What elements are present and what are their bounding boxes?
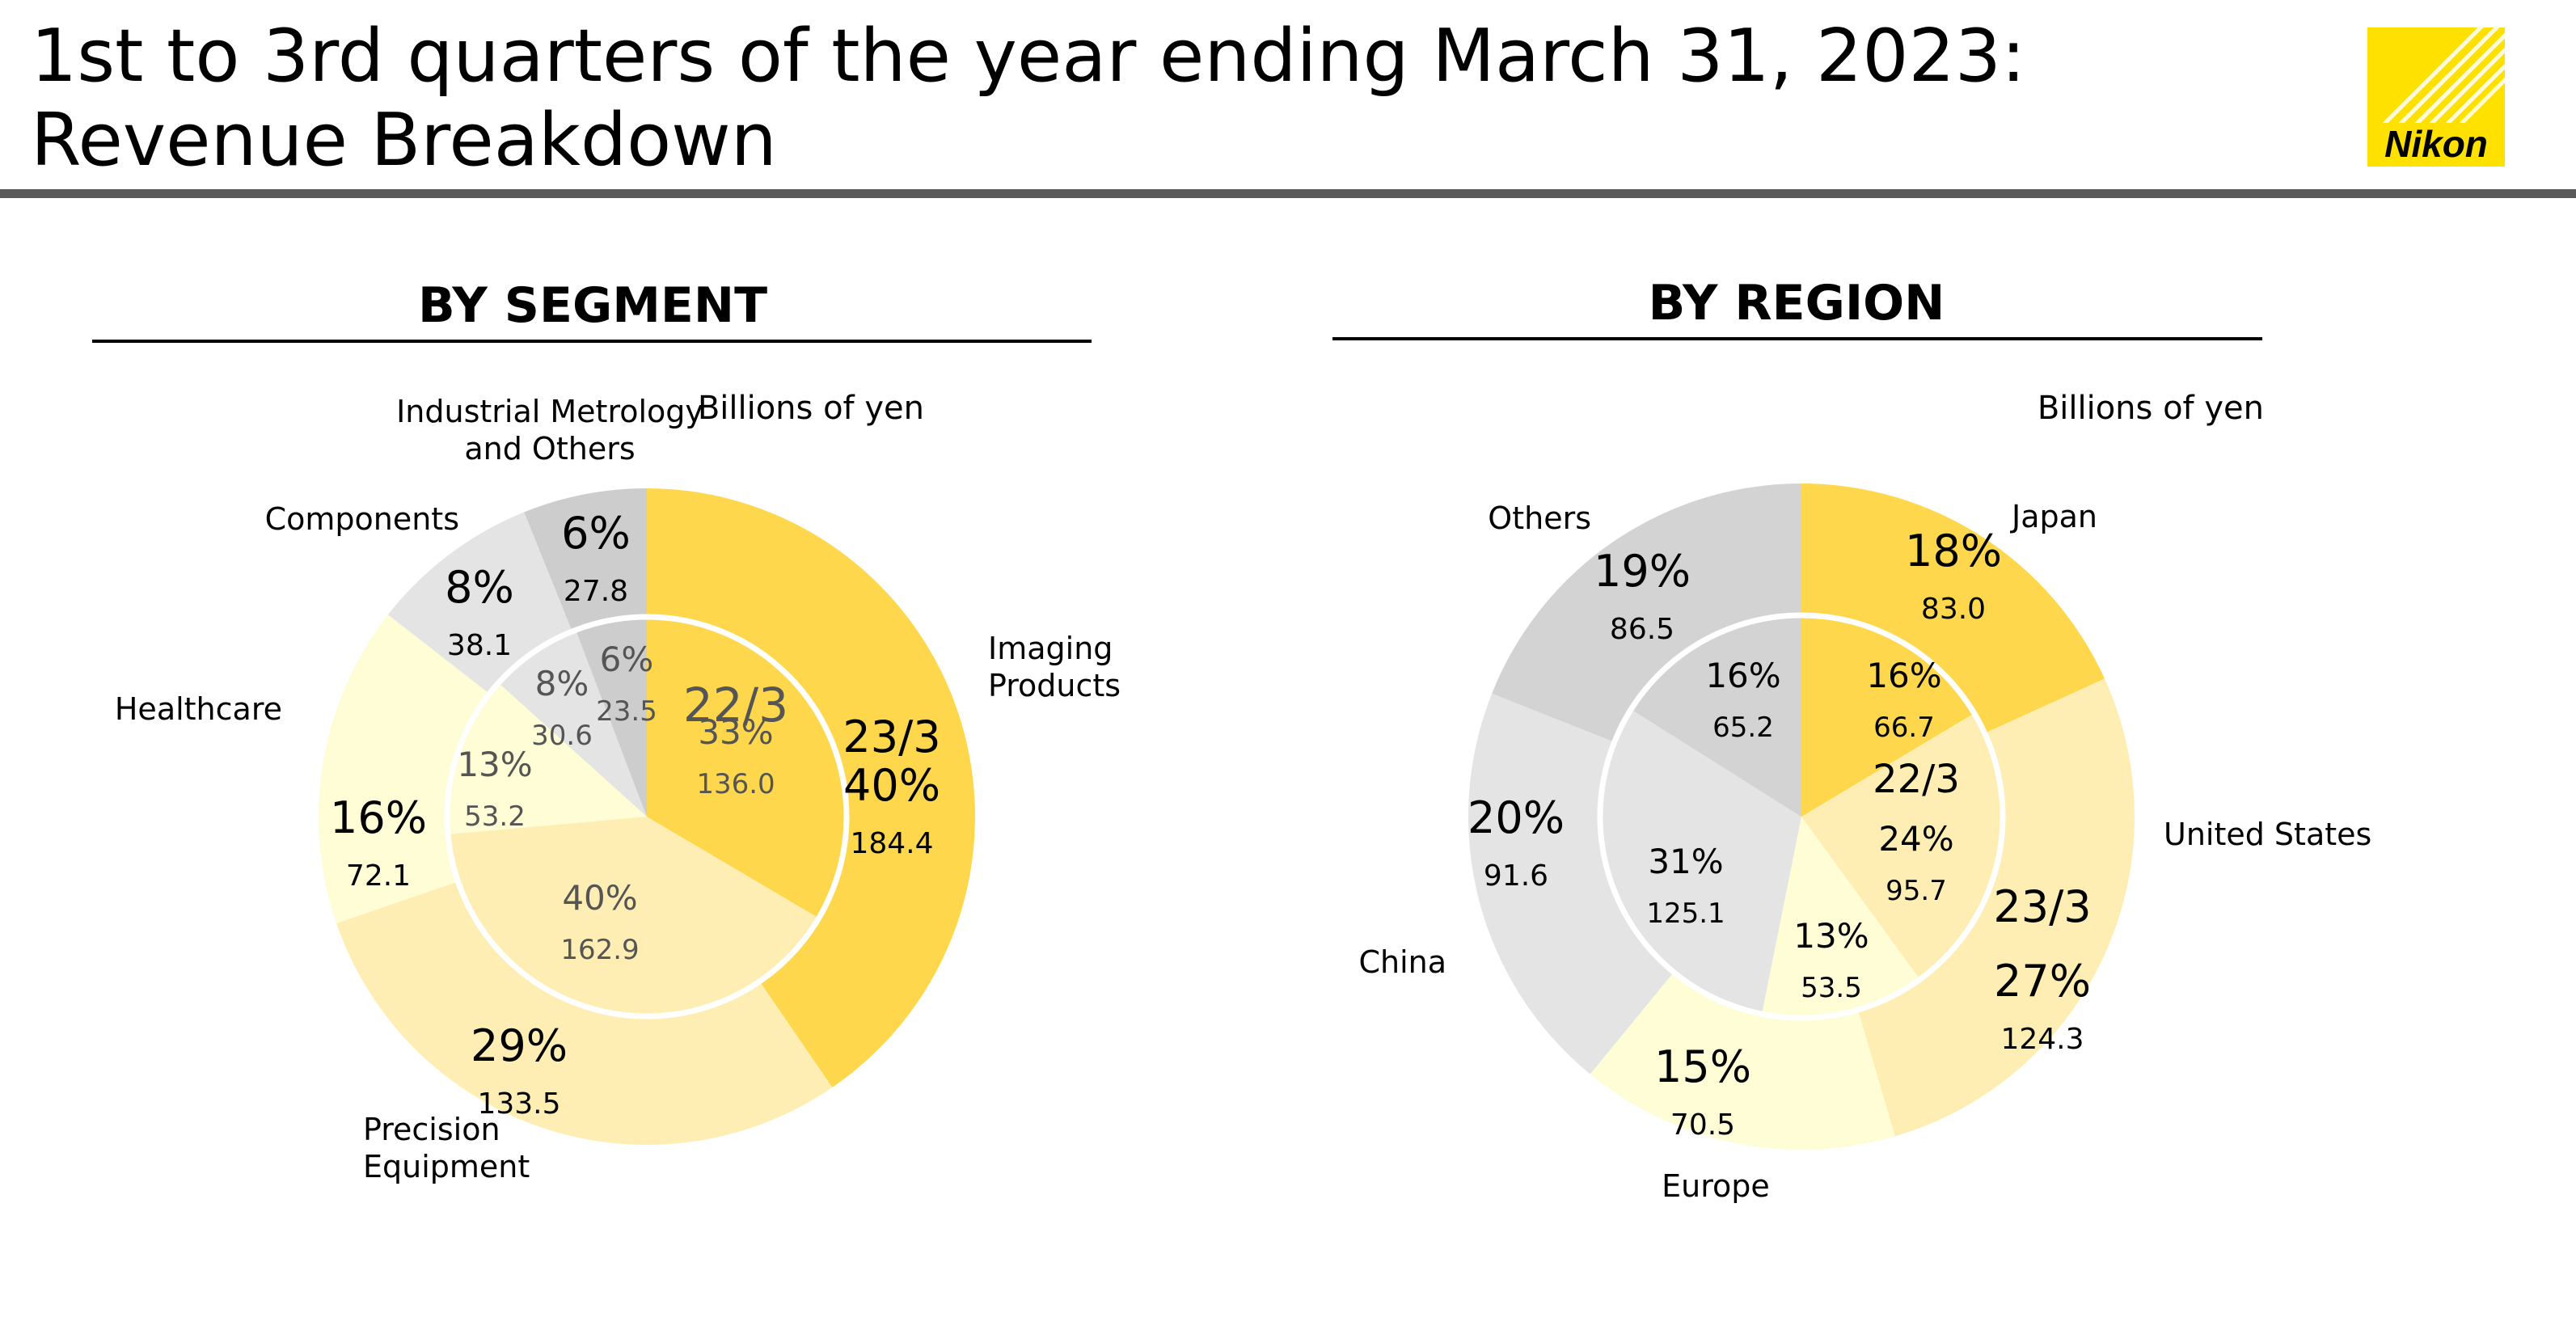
page-title-line-1: 1st to 3rd quarters of the year ending M…	[31, 14, 2026, 99]
by-region-category-label-china: China	[1358, 944, 1446, 980]
by-region-inner-slice-united-states	[1801, 714, 2001, 978]
by-region-inner-percent-europe: 13%	[1793, 916, 1869, 956]
by-segment-outer-percent-imaging-products: 40%	[843, 760, 940, 811]
by-region-outer-percent-others: 19%	[1594, 546, 1691, 597]
by-region-inner-year-label: 22/3	[1873, 757, 1960, 802]
by-region-unit-label: Billions of yen	[2038, 390, 2264, 427]
by-segment-inner-percent-healthcare: 13%	[457, 745, 532, 784]
by-region-inner-slice-others	[1632, 617, 1801, 817]
by-segment-inner-value-components: 30.6	[531, 720, 593, 752]
logo-text: Nikon	[2384, 123, 2488, 165]
by-region-inner-value-europe: 53.5	[1801, 972, 1862, 1004]
by-region-outer-value-japan: 83.0	[1921, 593, 1986, 626]
by-segment-title: BY SEGMENT	[418, 277, 767, 334]
by-segment-category-label-imaging-products: Imaging Products	[988, 631, 1121, 703]
by-segment-outer-value-imaging-products: 184.4	[850, 827, 933, 860]
by-region-title: BY REGION	[1649, 275, 1945, 331]
by-segment-outer-percent-industrial-metrology-and-others: 6%	[561, 508, 631, 559]
by-region-inner-percent-united-states: 24%	[1878, 819, 1953, 859]
by-segment-inner-percent-components: 8%	[535, 664, 589, 703]
by-region-inner-slice-europe	[1762, 817, 1919, 1017]
by-region-outer-value-others: 86.5	[1610, 613, 1674, 646]
by-segment-category-label-precision-equipment: Precision Equipment	[363, 1112, 530, 1184]
page-title: 1st to 3rd quarters of the year ending M…	[31, 15, 2214, 183]
by-segment-inner-year-label: 22/3	[683, 678, 788, 733]
by-segment-outer-value-precision-equipment: 133.5	[477, 1087, 560, 1121]
by-segment-ring-separator	[444, 614, 850, 1020]
by-region-inner-value-japan: 66.7	[1873, 711, 1935, 744]
by-segment-inner-slice-precision-equipment	[449, 817, 818, 1015]
by-segment-outer-percent-precision-equipment: 29%	[471, 1020, 568, 1071]
by-region-category-label-japan: Japan	[2010, 499, 2097, 534]
by-region-outer-year-label: 23/3	[1993, 881, 2091, 932]
by-segment-inner-value-industrial-metrology-and-others: 23.5	[596, 695, 657, 728]
by-segment-inner-slice-industrial-metrology-and-others	[576, 619, 647, 817]
by-region-inner-value-others: 65.2	[1712, 711, 1774, 744]
by-region-ring-separator	[1597, 612, 2006, 1021]
by-segment-outer-percent-components: 8%	[445, 562, 514, 613]
by-segment-unit-label: Billions of yen	[698, 390, 924, 427]
by-segment-inner-percent-precision-equipment: 40%	[562, 878, 637, 918]
by-region-outer-value-china: 91.6	[1484, 859, 1548, 893]
by-segment-inner-percent-industrial-metrology-and-others: 6%	[600, 640, 654, 679]
by-region-outer-percent-china: 20%	[1467, 792, 1565, 843]
by-segment-category-label-industrial-metrology-and-others: Industrial Metrology and Others	[396, 394, 703, 467]
by-segment-outer-value-healthcare: 72.1	[346, 859, 411, 893]
by-segment-outer-value-industrial-metrology-and-others: 27.8	[564, 575, 628, 608]
by-segment-outer-percent-healthcare: 16%	[330, 792, 427, 843]
by-segment-outer-value-components: 38.1	[447, 629, 512, 662]
by-segment-outer-year-label: 23/3	[842, 711, 940, 762]
nikon-logo: Nikon	[2367, 27, 2505, 167]
page-title-line-2: Revenue Breakdown	[31, 98, 777, 183]
by-region-inner-value-united-states: 95.7	[1886, 875, 1947, 907]
by-segment-inner-slice-imaging-products	[647, 619, 845, 918]
by-region-inner-slice-china	[1601, 710, 1801, 1013]
by-region-inner-value-china: 125.1	[1646, 897, 1725, 930]
by-region-outer-percent-united-states: 27%	[1994, 956, 2091, 1007]
by-segment-inner-value-imaging-products: 136.0	[696, 768, 775, 800]
by-region-category-label-united-states: United States	[2164, 817, 2371, 852]
by-segment-inner-percent-imaging-products: 33%	[698, 712, 773, 752]
by-segment-inner-slice-healthcare	[449, 683, 647, 834]
by-region-outer-percent-europe: 15%	[1654, 1041, 1751, 1092]
by-segment-category-label-healthcare: Healthcare	[115, 691, 282, 727]
by-region-outer-percent-japan: 18%	[1905, 526, 2002, 576]
by-region-inner-slice-japan	[1801, 617, 1973, 817]
by-region-inner-percent-japan: 16%	[1866, 656, 1941, 695]
by-segment-inner-value-precision-equipment: 162.9	[560, 934, 639, 966]
by-segment-inner-slice-components	[500, 631, 647, 817]
by-segment-category-label-components: Components	[265, 501, 459, 537]
by-region-category-label-others: Others	[1488, 500, 1591, 536]
by-segment-inner-value-healthcare: 53.2	[464, 800, 526, 833]
by-region-outer-value-europe: 70.5	[1670, 1108, 1735, 1142]
header-divider	[0, 189, 2576, 198]
by-region-inner-percent-china: 31%	[1648, 842, 1723, 881]
by-region-category-label-europe: Europe	[1662, 1168, 1770, 1204]
by-region-inner-percent-others: 16%	[1705, 656, 1780, 695]
by-region-outer-value-united-states: 124.3	[2000, 1023, 2084, 1056]
